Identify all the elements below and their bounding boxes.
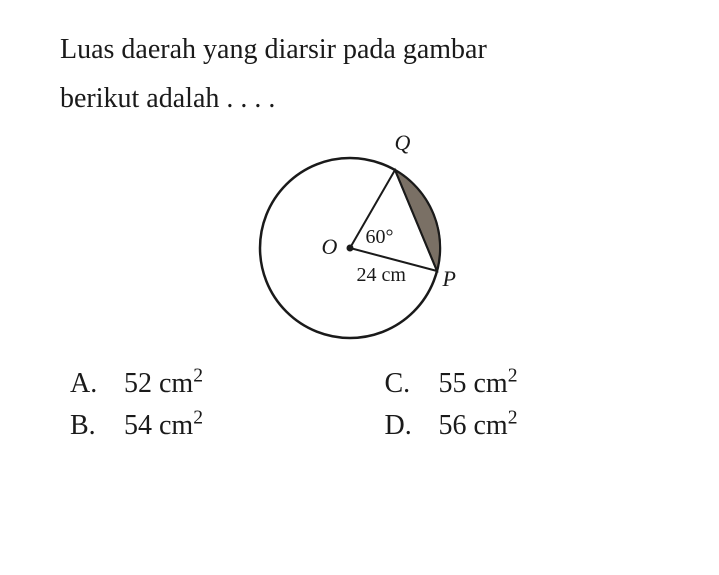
option-c-letter: C. xyxy=(385,368,421,400)
question-line-2: berikut adalah . . . . xyxy=(60,79,659,118)
label-point-q: Q xyxy=(395,130,411,156)
question-line-1: Luas daerah yang diarsir pada gambar xyxy=(60,30,659,69)
option-c: C. 55 cm2 xyxy=(385,368,660,400)
options-grid: A. 52 cm2 C. 55 cm2 B. 54 cm2 D. 56 cm2 xyxy=(60,368,659,442)
option-a: A. 52 cm2 xyxy=(70,368,345,400)
label-angle: 60° xyxy=(366,226,394,249)
option-b-value: 54 cm2 xyxy=(124,410,203,442)
label-point-p: P xyxy=(443,266,456,292)
label-center-o: O xyxy=(322,234,338,260)
option-d-letter: D. xyxy=(385,410,421,442)
option-b-letter: B. xyxy=(70,410,106,442)
circle-diagram: Q O P 60° 24 cm xyxy=(240,128,480,348)
option-a-value: 52 cm2 xyxy=(124,368,203,400)
diagram-svg xyxy=(240,128,480,348)
center-dot xyxy=(346,245,353,252)
diagram-container: Q O P 60° 24 cm xyxy=(60,128,659,348)
option-c-value: 55 cm2 xyxy=(439,368,518,400)
option-b: B. 54 cm2 xyxy=(70,410,345,442)
label-length: 24 cm xyxy=(357,264,406,287)
option-a-letter: A. xyxy=(70,368,106,400)
option-d: D. 56 cm2 xyxy=(385,410,660,442)
option-d-value: 56 cm2 xyxy=(439,410,518,442)
